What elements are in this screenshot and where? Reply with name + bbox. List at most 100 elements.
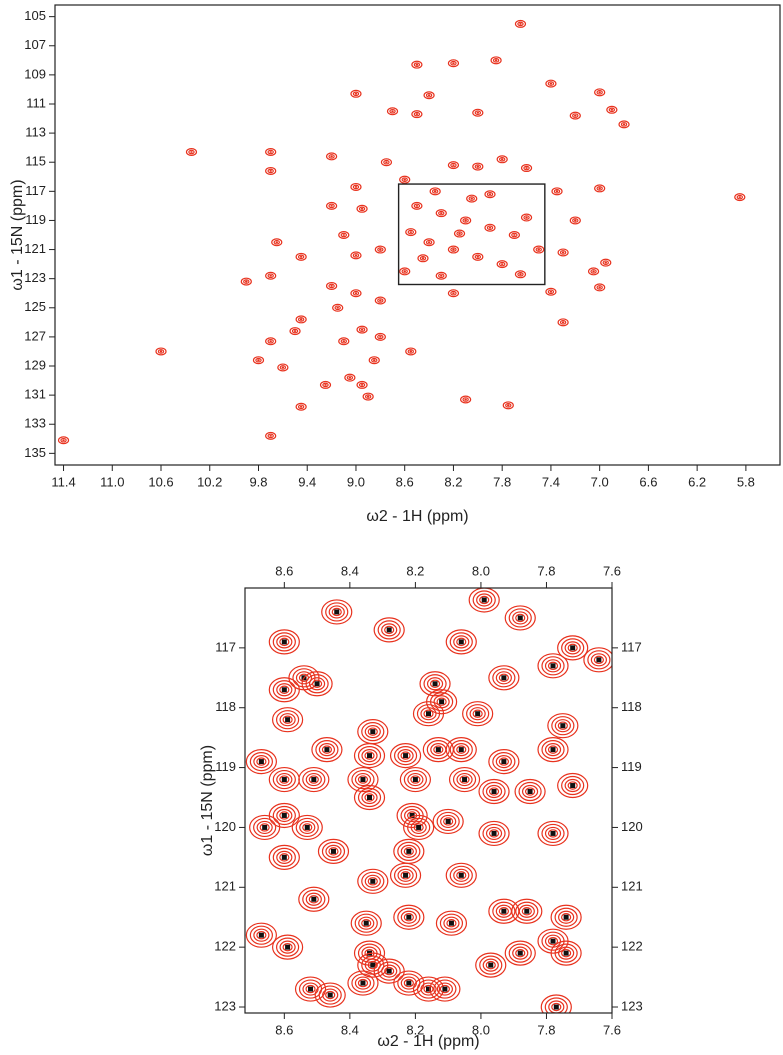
peak-marker <box>281 639 287 645</box>
contour <box>393 904 425 930</box>
contour <box>399 766 431 793</box>
contour <box>267 273 274 279</box>
contour <box>252 356 265 365</box>
contour <box>561 913 572 922</box>
peak <box>291 814 323 841</box>
contour <box>596 285 603 290</box>
contour <box>488 829 500 838</box>
contour <box>590 653 607 667</box>
peak-core <box>354 92 358 95</box>
peak-core <box>604 261 608 264</box>
peak <box>606 105 618 114</box>
contour <box>344 373 356 382</box>
contour <box>255 357 262 363</box>
contour <box>332 303 344 312</box>
peak-core <box>409 231 413 233</box>
contour <box>302 769 326 790</box>
contour <box>440 814 457 829</box>
peak-core <box>525 167 528 169</box>
contour <box>267 149 274 155</box>
contour <box>297 254 305 260</box>
peak-core <box>500 158 504 161</box>
contour <box>317 838 350 864</box>
zoom-box <box>397 183 546 286</box>
peak-core <box>549 82 553 85</box>
contour <box>472 590 496 610</box>
contour <box>325 281 338 290</box>
contour <box>338 337 350 346</box>
y-tick-label: 119 <box>215 759 236 774</box>
contour <box>736 194 743 200</box>
contour <box>498 673 509 682</box>
peak-marker <box>458 639 464 645</box>
contour <box>439 984 450 994</box>
peak-core <box>403 178 407 181</box>
contour <box>325 990 336 1000</box>
contour <box>608 107 616 113</box>
contour <box>485 826 503 841</box>
peak <box>550 940 582 966</box>
peak-core <box>500 263 504 266</box>
peak-marker <box>262 824 268 830</box>
peak-core <box>427 94 431 97</box>
peak <box>618 120 630 129</box>
contour <box>381 964 398 978</box>
peak-core <box>427 241 431 244</box>
contour <box>407 349 414 354</box>
x-tick-label: 10.6 <box>148 474 173 489</box>
peak-marker <box>596 657 602 663</box>
contour <box>456 772 473 787</box>
contour <box>484 223 496 232</box>
contour <box>268 677 300 703</box>
contour <box>594 184 606 193</box>
peak-core <box>464 219 467 222</box>
contour <box>295 252 307 261</box>
contour <box>561 948 572 958</box>
peak-marker <box>426 711 431 717</box>
contour <box>279 713 296 727</box>
y-tick-label: 105 <box>24 8 46 23</box>
contour <box>429 679 441 688</box>
y-tick-label-right: 122 <box>621 939 643 954</box>
peak-core <box>421 257 425 260</box>
contour <box>537 820 569 847</box>
contour <box>554 943 578 963</box>
contour <box>504 605 536 631</box>
peak <box>514 778 546 805</box>
contour <box>368 356 380 365</box>
contour <box>472 162 484 171</box>
contour <box>273 239 280 245</box>
contour <box>358 916 375 930</box>
contour <box>351 973 375 993</box>
peak <box>435 271 447 280</box>
contour <box>305 892 322 906</box>
contour <box>540 994 572 1013</box>
contour <box>456 231 463 236</box>
contour <box>328 154 335 159</box>
contour <box>299 820 316 835</box>
peak-core <box>391 110 394 113</box>
peak-core <box>354 186 358 188</box>
peak-marker <box>386 627 392 633</box>
peak-core <box>573 114 577 117</box>
contour <box>352 91 360 97</box>
contour <box>389 108 396 114</box>
peak <box>295 402 307 411</box>
contour <box>508 943 532 963</box>
contour <box>425 239 433 245</box>
contour <box>400 751 411 760</box>
contour <box>294 976 327 1002</box>
contour <box>558 910 575 924</box>
contour <box>60 437 67 443</box>
peak <box>357 868 389 894</box>
peak-core <box>452 164 455 167</box>
peak-core <box>464 398 467 401</box>
contour <box>492 668 516 688</box>
contour <box>466 194 478 203</box>
peak-marker <box>458 872 464 878</box>
peak <box>353 784 386 811</box>
peak-marker <box>370 878 376 884</box>
peak <box>57 436 70 445</box>
peak <box>453 229 466 238</box>
peak <box>547 713 579 739</box>
